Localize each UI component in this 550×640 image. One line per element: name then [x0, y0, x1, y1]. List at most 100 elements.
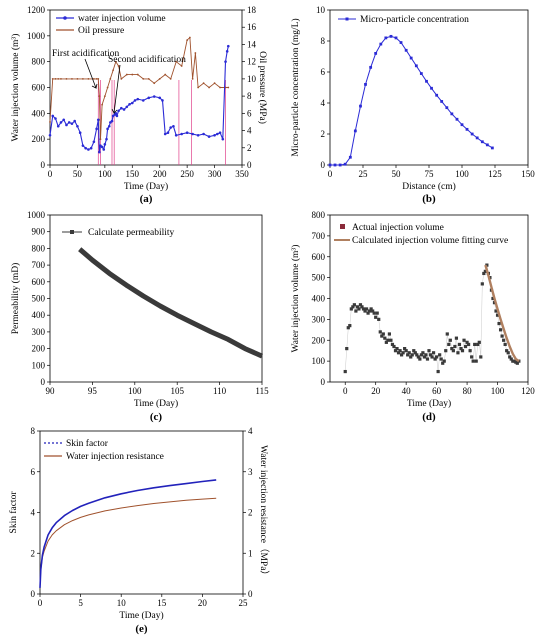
p1-concentration-point — [364, 83, 367, 86]
p0-injection-point — [133, 99, 137, 102]
p1-concentration-point — [460, 123, 464, 127]
p0-injection-point — [95, 127, 98, 131]
p0-pressure-point — [109, 77, 112, 80]
p3-actual-point — [393, 349, 398, 353]
p0-pressure-point — [57, 77, 60, 80]
p0-y-tick-label: 1000 — [27, 31, 46, 41]
p3-actual-point — [403, 347, 407, 351]
p4-x-tick-label: 25 — [239, 598, 249, 608]
p0-injection-point — [147, 96, 151, 100]
p4-y-tick-label: 4 — [31, 508, 36, 518]
p0-injection-point — [107, 124, 111, 128]
p3-actual-point — [371, 309, 375, 313]
p4-y-tick-label: 0 — [31, 589, 36, 599]
p2-y-tick-label: 900 — [32, 227, 46, 237]
p3-actual-point — [406, 353, 410, 357]
p3-actual-point — [462, 338, 466, 342]
p0-pressure-point — [158, 77, 161, 80]
p0-injection-point — [78, 131, 82, 135]
p3-actual-point — [418, 357, 422, 361]
p0-injection-point — [105, 137, 108, 141]
p1-concentration-point — [338, 163, 342, 167]
p1-concentration-point — [328, 163, 332, 167]
p3-actual-point — [386, 338, 390, 342]
p0-y2-tick-label: 18 — [247, 5, 257, 15]
p1-concentration-point — [430, 86, 433, 90]
p3-actual-point — [360, 305, 364, 309]
p0-injection-point — [59, 121, 63, 124]
p4-series-resistance — [39, 497, 217, 586]
p3-actual-point — [428, 353, 433, 357]
p0-injection-point — [141, 99, 145, 102]
p3-actual-point — [357, 307, 361, 311]
p4-series-skin — [39, 479, 217, 588]
p3-actual-point — [508, 355, 512, 359]
p0-pressure-point — [49, 121, 51, 123]
p3-actual-point — [497, 321, 501, 326]
p3-actual-point — [460, 349, 465, 353]
p0-injection-point — [48, 133, 52, 137]
p3-actual-point — [454, 336, 459, 340]
p4-x-axis-label: Time (Day) — [119, 610, 163, 621]
p1-y-tick-label: 8 — [321, 36, 326, 46]
p0-y-axis-label: Water injection volume (m³) — [10, 34, 21, 142]
p4-y-tick-label: 2 — [31, 548, 36, 558]
p2-panel-caption: (c) — [150, 411, 163, 423]
p0-injection-point — [65, 123, 68, 127]
p3-actual-point — [502, 338, 506, 342]
p3-actual-point — [477, 340, 481, 344]
p1-y-tick-label: 6 — [321, 67, 326, 77]
p3-actual-point — [439, 357, 443, 361]
p4-x-tick-label: 5 — [78, 598, 83, 608]
p3-x-tick-label: 20 — [371, 386, 381, 396]
p3-actual-point — [354, 309, 358, 313]
p3-actual-point — [422, 355, 427, 359]
p3-actual-point — [494, 309, 498, 313]
p3-actual-point — [471, 359, 475, 363]
p0-pressure-point — [112, 69, 114, 72]
p3-actual-point — [355, 305, 360, 309]
p2-x-tick-label: 105 — [170, 386, 184, 396]
p0-y2-tick-label: 12 — [247, 57, 256, 67]
p0-injection-point — [89, 146, 93, 150]
p1-concentration-point — [470, 132, 474, 136]
p0-pressure-point — [98, 95, 101, 98]
p3-x-axis-label: Time (Day) — [407, 398, 451, 409]
p0-injection-point — [172, 124, 175, 128]
p0-pressure-point — [169, 77, 172, 80]
p0-pressure-point — [54, 77, 57, 80]
p3-actual-point — [375, 311, 379, 315]
p0-y2-axis-label: Oil pressure (MPa) — [257, 51, 268, 124]
p0-injection-point — [98, 150, 101, 154]
p0-pressure-point — [186, 39, 189, 42]
p1-concentration-point — [409, 56, 413, 60]
p1-concentration-point — [333, 163, 337, 167]
p0-pressure-point — [65, 77, 68, 80]
p0-injection-point — [191, 132, 194, 136]
p0-y-tick-label: 200 — [32, 134, 46, 144]
p0-injection-point — [100, 145, 104, 149]
p3-actual-point — [398, 349, 402, 353]
p1-concentration-point — [343, 162, 347, 166]
p1-x-tick-label: 50 — [392, 169, 402, 179]
p3-y-tick-label: 700 — [312, 231, 326, 241]
p3-actual-point — [467, 342, 471, 347]
p3-actual-point — [358, 303, 363, 307]
p0-y2-tick-label: 6 — [247, 108, 252, 118]
p3-actual-point — [474, 359, 478, 363]
p4-y-tick-label: 6 — [31, 467, 36, 477]
p3-actual-point — [349, 307, 353, 311]
p3-actual-point — [343, 369, 347, 374]
p0-pressure-point — [188, 36, 191, 39]
p1-concentration-point — [384, 36, 388, 40]
p0-injection-point — [103, 143, 107, 146]
p0-injection-point — [84, 146, 87, 150]
p1-plot-frame — [329, 9, 529, 166]
p4-x-tick-label: 15 — [157, 598, 167, 608]
p0-injection-point — [62, 118, 66, 122]
p0-injection-point — [221, 137, 225, 141]
p3-actual-point — [392, 344, 396, 349]
p0-injection-point — [136, 97, 140, 101]
p0-pressure-point — [120, 77, 123, 80]
p1-series-concentration — [330, 35, 493, 166]
